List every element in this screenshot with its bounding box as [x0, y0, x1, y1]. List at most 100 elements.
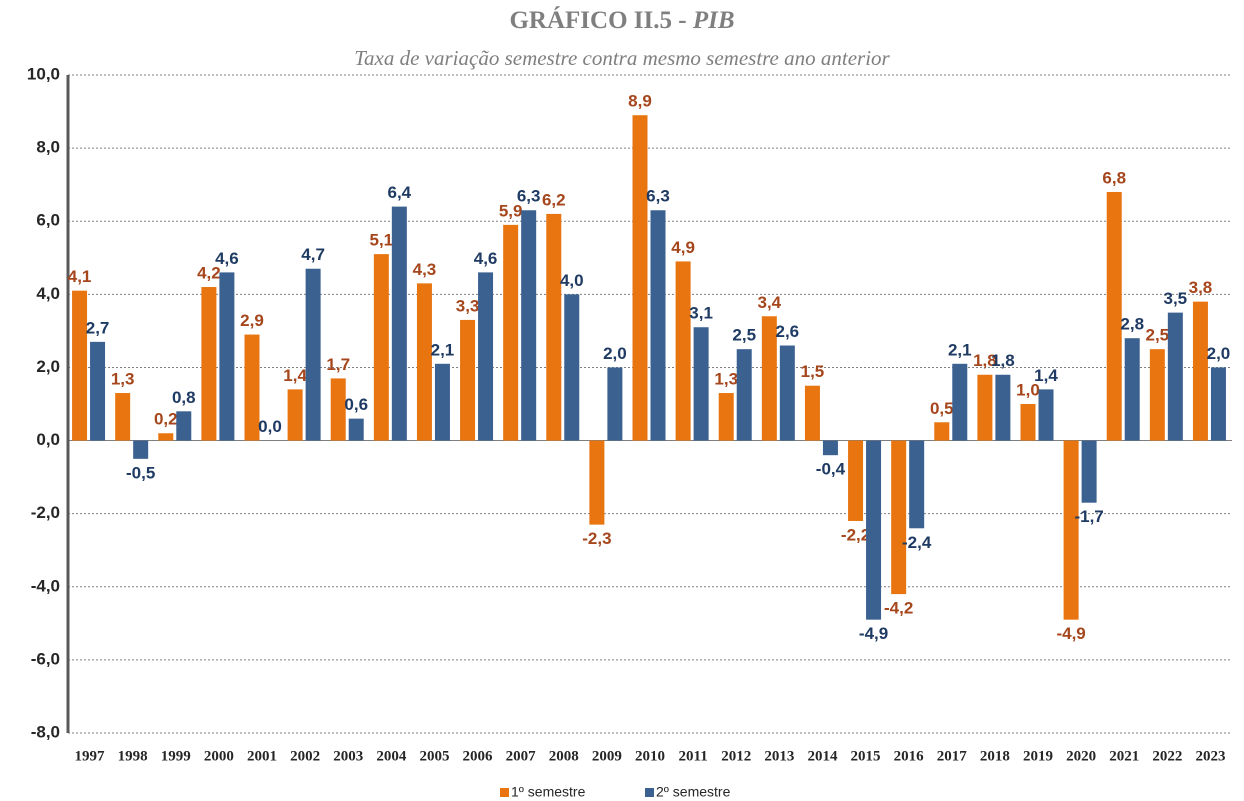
bar — [133, 440, 149, 459]
value-label: 2,5 — [732, 326, 756, 345]
value-label: -1,7 — [1074, 507, 1103, 526]
value-label: 6,4 — [388, 183, 412, 202]
value-label: 0,0 — [258, 417, 282, 436]
bar — [521, 210, 537, 441]
bar — [779, 345, 795, 441]
title-emphasis: PIB — [692, 7, 735, 34]
bar — [478, 272, 494, 441]
bar — [718, 393, 734, 441]
value-label: 1,5 — [801, 362, 825, 381]
x-tick-label: 2023 — [1195, 748, 1225, 764]
bar — [158, 433, 174, 441]
value-label: -2,2 — [841, 525, 870, 544]
bar — [650, 210, 666, 441]
x-tick-label: 2018 — [980, 748, 1010, 764]
x-tick-label: 1999 — [161, 748, 191, 764]
y-tick-label: 6,0 — [36, 211, 60, 230]
bar — [589, 440, 605, 525]
bar — [1081, 440, 1097, 503]
value-label: -0,5 — [126, 463, 155, 482]
bar — [391, 206, 407, 441]
bar — [330, 378, 346, 441]
x-tick-label: 2009 — [592, 748, 622, 764]
value-label: 0,6 — [344, 395, 368, 414]
value-label: 5,1 — [370, 231, 394, 250]
x-tick-label: 2015 — [851, 748, 881, 764]
bar — [995, 374, 1011, 441]
value-label: 4,7 — [301, 245, 325, 264]
value-label: 2,1 — [431, 340, 455, 359]
x-tick-label: 2011 — [679, 748, 708, 764]
value-label: 6,8 — [1102, 168, 1126, 187]
y-tick-label: -4,0 — [31, 576, 60, 595]
value-label: 6,2 — [542, 190, 566, 209]
bar — [1192, 301, 1208, 441]
bar — [1167, 312, 1183, 441]
bar — [1149, 349, 1165, 441]
x-tick-label: 2001 — [247, 748, 277, 764]
y-tick-label: -6,0 — [31, 649, 60, 668]
legend-label: 2º semestre — [656, 784, 731, 800]
value-label: -4,9 — [1056, 624, 1085, 643]
value-label: 2,9 — [240, 311, 264, 330]
y-tick-label: -8,0 — [31, 722, 60, 741]
x-tick-label: 2022 — [1152, 748, 1182, 764]
x-tick-label: 2019 — [1023, 748, 1053, 764]
bar — [416, 283, 432, 441]
bar — [848, 440, 864, 521]
value-label: 8,9 — [628, 92, 652, 111]
bar — [434, 363, 450, 441]
bar — [460, 319, 476, 441]
bar — [675, 261, 691, 441]
legend-swatch — [645, 788, 654, 797]
value-label: 2,7 — [86, 318, 110, 337]
x-tick-label: 1997 — [75, 748, 106, 764]
value-label: 4,0 — [560, 271, 584, 290]
bar — [952, 363, 968, 441]
value-label: 2,6 — [776, 322, 800, 341]
value-label: 2,0 — [603, 344, 627, 363]
y-tick-label: 4,0 — [36, 284, 60, 303]
x-tick-label: 2006 — [463, 748, 494, 764]
value-label: 0,5 — [930, 399, 954, 418]
value-label: 1,3 — [714, 370, 738, 389]
value-label: 1,4 — [283, 366, 307, 385]
value-label: 4,1 — [68, 267, 92, 286]
bar — [934, 422, 950, 441]
value-label: 4,6 — [474, 249, 498, 268]
value-label: 0,2 — [154, 410, 178, 429]
legend-swatch — [500, 788, 509, 797]
bar — [736, 349, 752, 441]
x-tick-label: 2000 — [204, 748, 234, 764]
value-label: 4,6 — [215, 249, 239, 268]
x-tick-label: 2021 — [1109, 748, 1139, 764]
bar — [607, 367, 623, 441]
value-label: 1,8 — [973, 351, 997, 370]
bar — [305, 268, 321, 441]
y-tick-label: 0,0 — [36, 430, 60, 449]
x-tick-label: 2016 — [894, 748, 925, 764]
value-label: -4,9 — [859, 624, 888, 643]
bar — [176, 411, 192, 441]
bar — [373, 254, 389, 441]
value-label: 1,4 — [1034, 366, 1058, 385]
bar — [977, 374, 993, 441]
value-label: 1,8 — [991, 351, 1015, 370]
value-label: 3,4 — [758, 293, 782, 312]
x-tick-label: 2010 — [635, 748, 665, 764]
y-tick-label: 10,0 — [27, 64, 60, 83]
x-tick-label: 1998 — [118, 748, 148, 764]
bar — [761, 316, 777, 441]
x-tick-label: 2020 — [1066, 748, 1096, 764]
x-tick-label: 2003 — [333, 748, 363, 764]
bar — [564, 294, 580, 441]
bar — [219, 272, 235, 441]
y-tick-label: 8,0 — [36, 138, 60, 157]
bar — [72, 290, 88, 441]
value-label: -0,4 — [816, 460, 846, 479]
x-tick-label: 2004 — [376, 748, 407, 764]
bar — [1210, 367, 1226, 441]
value-label: 2,0 — [1207, 344, 1231, 363]
bar — [348, 418, 364, 441]
